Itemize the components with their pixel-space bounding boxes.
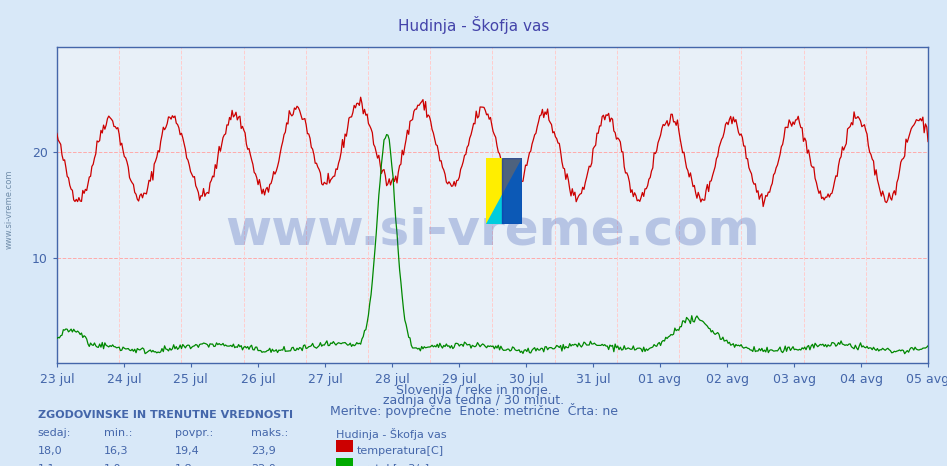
Text: povpr.:: povpr.: xyxy=(175,428,213,438)
Polygon shape xyxy=(486,158,522,224)
Text: Hudinja - Škofja vas: Hudinja - Škofja vas xyxy=(398,16,549,34)
Text: 22,0: 22,0 xyxy=(251,464,276,466)
Text: Meritve: povprečne  Enote: metrične  Črta: ne: Meritve: povprečne Enote: metrične Črta:… xyxy=(330,403,617,418)
Text: temperatura[C]: temperatura[C] xyxy=(357,446,444,456)
Text: 18,0: 18,0 xyxy=(38,446,63,456)
Text: Hudinja - Škofja vas: Hudinja - Škofja vas xyxy=(336,428,447,440)
Text: 1,8: 1,8 xyxy=(175,464,193,466)
Text: www.si-vreme.com: www.si-vreme.com xyxy=(5,170,14,249)
Text: www.si-vreme.com: www.si-vreme.com xyxy=(225,206,759,254)
Text: 23,9: 23,9 xyxy=(251,446,276,456)
Text: zadnja dva tedna / 30 minut.: zadnja dva tedna / 30 minut. xyxy=(383,394,564,407)
Text: sedaj:: sedaj: xyxy=(38,428,71,438)
Text: 1,1: 1,1 xyxy=(38,464,55,466)
Polygon shape xyxy=(486,158,522,224)
Text: 16,3: 16,3 xyxy=(104,446,129,456)
Text: pretok[m3/s]: pretok[m3/s] xyxy=(357,464,429,466)
Text: 19,4: 19,4 xyxy=(175,446,200,456)
Polygon shape xyxy=(502,158,522,224)
Text: min.:: min.: xyxy=(104,428,133,438)
Text: maks.:: maks.: xyxy=(251,428,288,438)
Text: ZGODOVINSKE IN TRENUTNE VREDNOSTI: ZGODOVINSKE IN TRENUTNE VREDNOSTI xyxy=(38,410,293,420)
Text: 1,0: 1,0 xyxy=(104,464,121,466)
Text: Slovenija / reke in morje.: Slovenija / reke in morje. xyxy=(396,384,551,397)
